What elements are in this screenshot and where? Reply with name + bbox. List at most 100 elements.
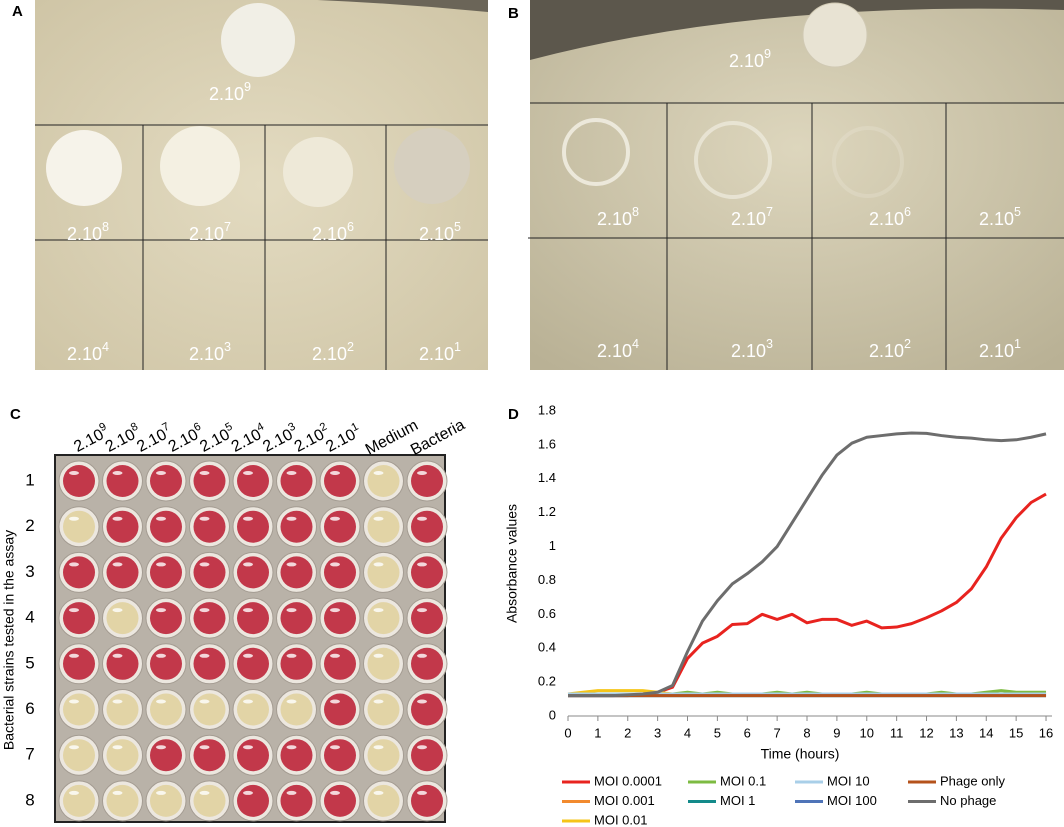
plaque-spot	[160, 126, 240, 206]
well-highlight	[373, 653, 384, 658]
well-highlight	[69, 608, 79, 613]
well-highlight	[373, 745, 384, 750]
dilution-exponent: 7	[160, 421, 171, 435]
well-content	[280, 784, 313, 817]
well-highlight	[243, 745, 253, 750]
well-highlight	[199, 562, 210, 567]
row-label: 3	[25, 562, 34, 581]
well-content	[411, 602, 443, 635]
well-content	[106, 556, 139, 589]
x-tick-label: 7	[774, 725, 781, 740]
dilution-exponent: 3	[224, 340, 231, 354]
well-content	[324, 739, 356, 772]
well-content	[150, 602, 182, 635]
dilution-label: 2.105	[419, 220, 461, 243]
y-tick-label: 1.2	[538, 504, 556, 519]
x-tick-label: 13	[949, 725, 963, 740]
dilution-exponent: 5	[1014, 205, 1021, 219]
well-content	[280, 556, 313, 589]
well-content	[237, 784, 269, 817]
well-content	[193, 647, 226, 680]
panel-label: D	[508, 406, 519, 423]
well-highlight	[156, 516, 166, 521]
dilution-label: 2.109	[209, 80, 251, 103]
well-highlight	[199, 790, 210, 795]
well-content	[106, 602, 139, 635]
dilution-base: 2.10	[419, 224, 454, 244]
well-content	[280, 465, 313, 497]
dilution-base: 2.10	[419, 344, 454, 364]
well-content	[367, 465, 400, 497]
well-highlight	[417, 745, 427, 750]
well-highlight	[373, 608, 384, 613]
well-highlight	[199, 699, 210, 704]
well-content	[193, 510, 226, 543]
well-content	[324, 693, 356, 726]
well-content	[237, 465, 269, 497]
well-highlight	[417, 653, 427, 658]
legend-label: MOI 10	[827, 773, 870, 788]
well-content	[237, 693, 269, 726]
dilution-exponent: 7	[224, 220, 231, 234]
legend-label: MOI 0.0001	[594, 773, 662, 788]
well-highlight	[112, 562, 123, 567]
well-highlight	[156, 608, 166, 613]
legend-label: MOI 0.001	[594, 793, 655, 808]
dilution-label: 2.104	[67, 340, 109, 363]
dilution-exponent: 8	[129, 421, 140, 435]
well-content	[193, 556, 226, 589]
well-content	[63, 784, 95, 817]
dilution-base: 2.10	[731, 209, 766, 229]
well-highlight	[243, 608, 253, 613]
well-content	[150, 647, 182, 680]
well-highlight	[330, 653, 340, 658]
well-content	[150, 693, 182, 726]
well-highlight	[286, 699, 297, 704]
well-highlight	[417, 516, 427, 521]
well-highlight	[69, 471, 79, 475]
dilution-base: 2.10	[597, 341, 632, 361]
well-highlight	[69, 699, 79, 704]
dilution-exponent: 3	[286, 421, 297, 435]
dilution-label: 2.105	[979, 205, 1021, 228]
dilution-exponent: 6	[347, 220, 354, 234]
plate-rim	[530, 0, 1064, 60]
dilution-exponent: 8	[102, 220, 109, 234]
y-axis-label: Absorbance values	[504, 504, 520, 623]
dilution-exponent: 1	[1014, 337, 1021, 351]
y-tick-label: 0.4	[538, 640, 556, 655]
well-highlight	[373, 562, 384, 567]
column-header: Bacteria	[408, 416, 468, 459]
dilution-base: 2.10	[729, 51, 764, 71]
well-content	[367, 556, 400, 589]
well-content	[193, 739, 226, 772]
dilution-base: 2.10	[312, 224, 347, 244]
dilution-label: 2.101	[979, 337, 1021, 360]
well-highlight	[417, 608, 427, 613]
dilution-label: 2.101	[419, 340, 461, 363]
well-content	[411, 510, 443, 543]
dilution-exponent: 4	[632, 337, 639, 351]
well-highlight	[286, 471, 297, 475]
dilution-exponent: 6	[192, 421, 203, 435]
well-highlight	[330, 516, 340, 521]
y-axis-label: Bacterial strains tested in the assay	[1, 530, 17, 750]
x-tick-label: 4	[684, 725, 691, 740]
dilution-exponent: 2	[904, 337, 911, 351]
dilution-base: 2.10	[731, 341, 766, 361]
dilution-exponent: 8	[632, 205, 639, 219]
well-highlight	[417, 562, 427, 567]
well-highlight	[156, 562, 166, 567]
legend-label: MOI 100	[827, 793, 877, 808]
well-highlight	[243, 699, 253, 704]
well-content	[411, 739, 443, 772]
well-highlight	[199, 745, 210, 750]
well-highlight	[417, 471, 427, 475]
well-content	[237, 556, 269, 589]
dilution-base: 2.10	[189, 344, 224, 364]
x-tick-label: 0	[564, 725, 571, 740]
dilution-label: 2.103	[189, 340, 231, 363]
well-content	[63, 556, 95, 589]
well-content	[280, 739, 313, 772]
